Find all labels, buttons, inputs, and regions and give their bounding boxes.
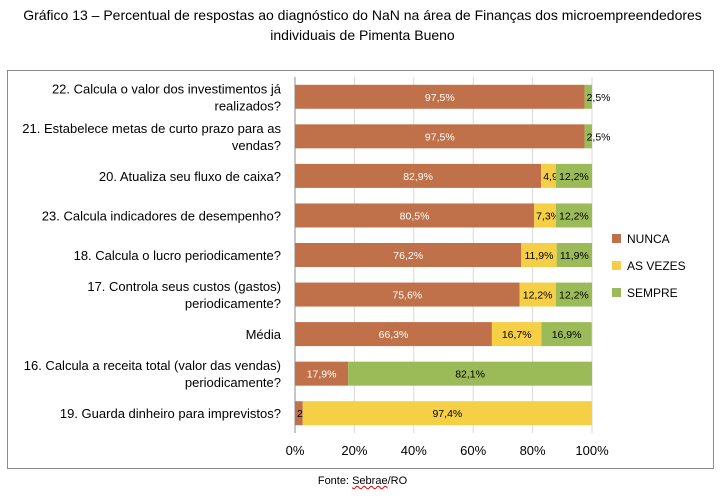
bar-segment bbox=[555, 282, 592, 307]
stacked-bar-chart: 0% 20% 40% 60% 80% 100% 97,5% 2,5% 22. Calcula o… bbox=[22, 77, 686, 458]
category-label: 18. Calcula o lucro periodicamente? bbox=[74, 248, 281, 263]
source-note: Fonte: Sebrae/RO bbox=[0, 475, 725, 487]
data-label: 2,5% bbox=[587, 131, 611, 143]
data-label: 12,2% bbox=[559, 290, 589, 302]
data-label: 16,9% bbox=[552, 329, 582, 341]
bar-segment bbox=[295, 282, 520, 307]
bar-segment bbox=[534, 203, 556, 228]
category-label: 17. Controla seus custos (gastos) bbox=[87, 279, 281, 294]
x-tick-label: 80% bbox=[520, 443, 546, 458]
bar-segment bbox=[295, 322, 492, 347]
bar-segment bbox=[541, 163, 556, 188]
category-label: 16. Calcula a receita total (valor das v… bbox=[24, 358, 281, 373]
data-label: 17,9% bbox=[307, 369, 337, 381]
bar-segment bbox=[295, 361, 349, 386]
data-label: 12,2% bbox=[559, 210, 589, 222]
data-label: 76,2% bbox=[393, 250, 423, 262]
bar-segment bbox=[584, 124, 592, 149]
x-tick-label: 20% bbox=[341, 443, 367, 458]
data-label: 16,7% bbox=[502, 329, 532, 341]
x-tick-label: 40% bbox=[401, 443, 427, 458]
chart-title-line-2: individuais de Pimenta Bueno bbox=[270, 27, 455, 43]
chart-title-text: Gráfico 13 – Percentual de respostas ao … bbox=[23, 7, 702, 23]
data-label: 97,5% bbox=[425, 131, 455, 143]
bar-segment bbox=[541, 322, 592, 347]
source-prefix: Fonte: bbox=[317, 475, 353, 487]
data-label: 2,5% bbox=[587, 92, 611, 104]
legend-swatch bbox=[612, 234, 621, 243]
data-label: 12,2% bbox=[523, 290, 553, 302]
category-label: realizados? bbox=[215, 98, 282, 113]
x-tick-label: 100% bbox=[575, 443, 609, 458]
bar-segment bbox=[295, 401, 303, 426]
data-label: 80,5% bbox=[400, 210, 430, 222]
legend-label: AS VEZES bbox=[627, 259, 686, 273]
category-label: 21. Estabelece metas de curto prazo para… bbox=[22, 121, 281, 136]
data-label: 66,3% bbox=[379, 329, 409, 341]
bar-segment bbox=[295, 243, 522, 267]
chart-title-line-1: Gráfico 13 – Percentual de respostas ao … bbox=[0, 5, 725, 25]
data-label: 97,4% bbox=[432, 408, 462, 420]
data-label: 12,2% bbox=[559, 171, 589, 183]
bar-segment bbox=[555, 203, 592, 228]
bar-segment bbox=[295, 203, 535, 228]
category-label: 22. Calcula o valor dos investimentos já bbox=[52, 81, 282, 96]
bar-segment bbox=[521, 243, 557, 267]
category-label: vendas? bbox=[232, 138, 281, 153]
bar-segment bbox=[584, 84, 592, 109]
category-label: periodicamente? bbox=[185, 296, 281, 311]
legend-label: NUNCA bbox=[627, 232, 670, 246]
data-label: 7,3% bbox=[536, 210, 560, 222]
bar-segment bbox=[295, 124, 585, 149]
legend-swatch bbox=[612, 288, 621, 297]
bar-segment bbox=[295, 84, 585, 109]
legend-swatch bbox=[612, 261, 621, 270]
bar-segment bbox=[519, 282, 556, 307]
category-label: 23. Calcula indicadores de desempenho? bbox=[42, 208, 281, 223]
data-label: 11,9% bbox=[560, 250, 589, 262]
category-label: 19. Guarda dinheiro para imprevistos? bbox=[60, 406, 281, 421]
x-tick-label: 0% bbox=[286, 443, 305, 458]
category-label: Média bbox=[246, 327, 282, 342]
data-label: 97,5% bbox=[425, 92, 455, 104]
bar-segment bbox=[302, 401, 592, 426]
x-tick-label: 60% bbox=[460, 443, 486, 458]
bar-segment bbox=[295, 163, 542, 188]
data-label: 82,9% bbox=[403, 171, 433, 183]
bar-segment bbox=[555, 163, 592, 188]
bar-segment bbox=[491, 322, 542, 347]
chart-frame: 0% 20% 40% 60% 80% 100% 97,5% 2,5% 22. Calcula o… bbox=[7, 70, 714, 469]
data-label: 82,1% bbox=[455, 369, 485, 381]
source-suffix: /RO bbox=[387, 475, 408, 487]
category-label: 20. Atualiza seu fluxo de caixa? bbox=[99, 169, 281, 184]
bar-segment bbox=[348, 361, 592, 386]
chart-title: Gráfico 13 – Percentual de respostas ao … bbox=[0, 5, 725, 45]
bar-segment bbox=[556, 243, 592, 267]
data-label: 11,9% bbox=[524, 250, 553, 262]
category-label: periodicamente? bbox=[185, 375, 281, 390]
source-org: Sebrae bbox=[352, 475, 388, 487]
legend-label: SEMPRE bbox=[627, 286, 678, 300]
data-label: 75,6% bbox=[392, 290, 422, 302]
